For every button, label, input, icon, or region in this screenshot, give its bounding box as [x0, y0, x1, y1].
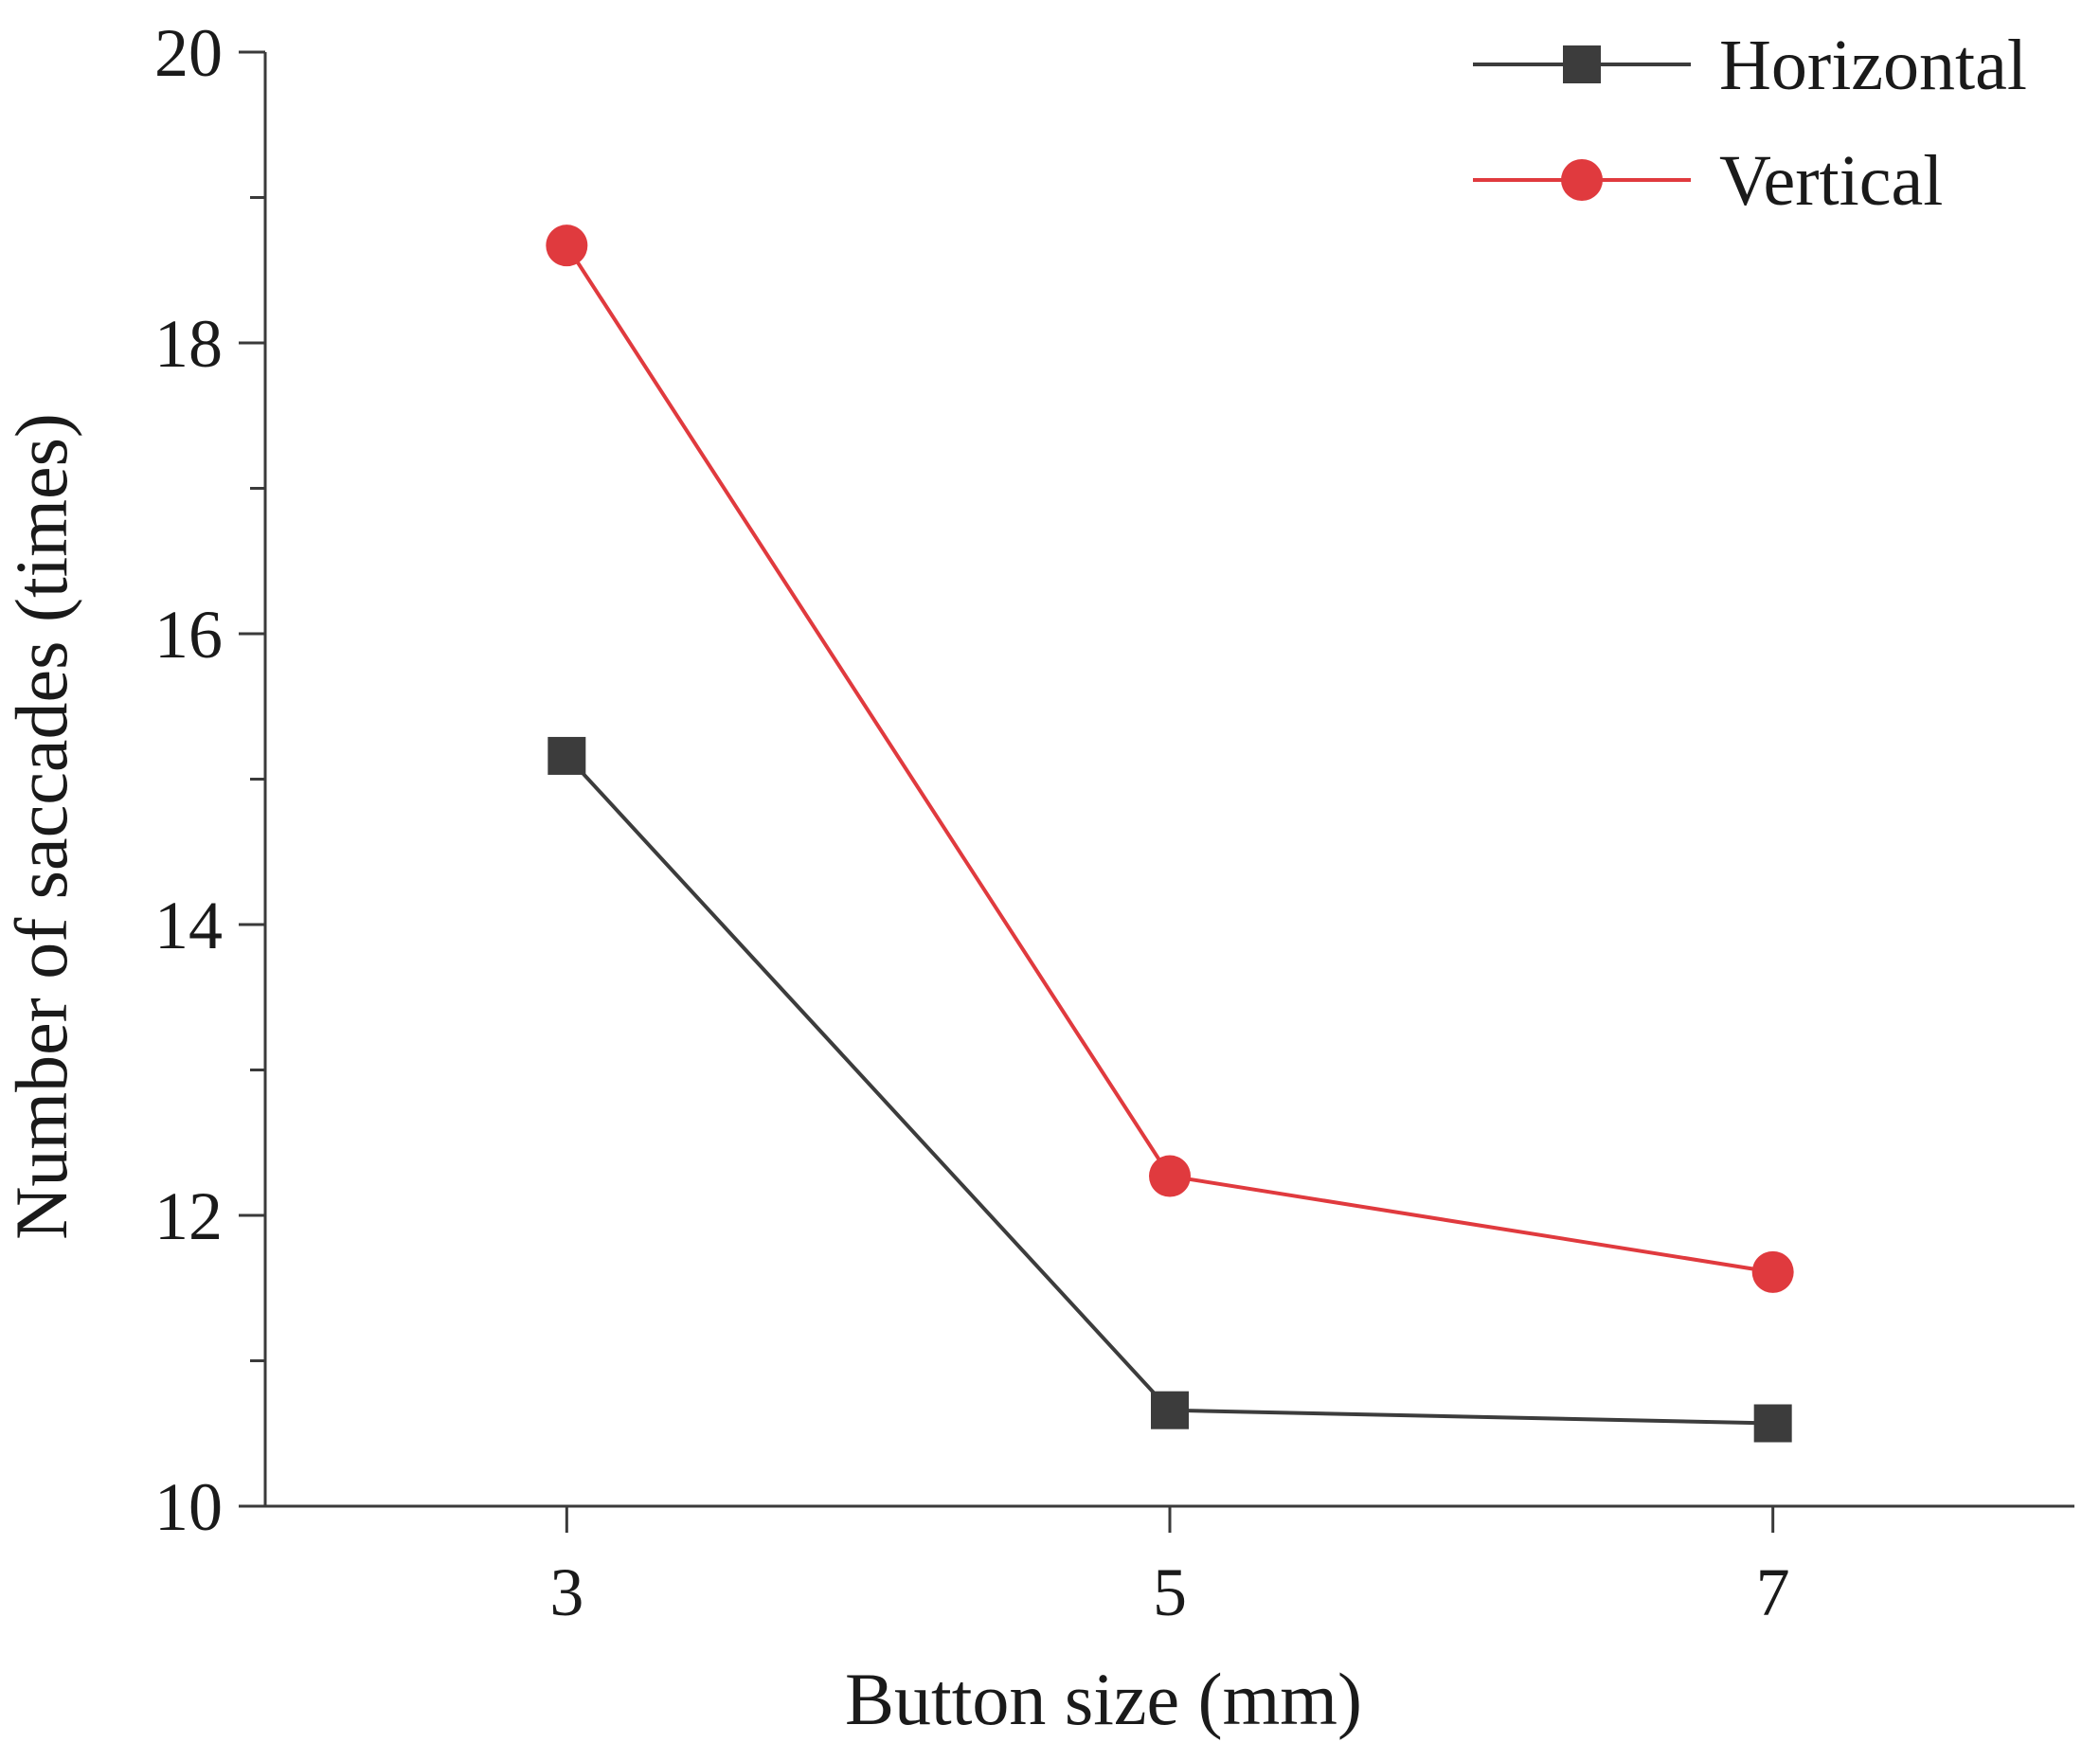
data-point	[1751, 1250, 1794, 1293]
y-tick-label: 16	[154, 597, 223, 673]
data-point	[1149, 1155, 1191, 1197]
x-axis-title: Button size (mm)	[845, 1658, 1362, 1740]
y-axis-title: Number of saccades (times)	[0, 413, 82, 1240]
data-point	[546, 225, 588, 267]
series-horizontal	[547, 736, 1792, 1443]
chart-legend: Horizontal Vertical	[1473, 26, 2027, 221]
y-tick-label: 14	[154, 888, 223, 963]
series-vertical	[546, 225, 1794, 1293]
y-tick-label: 10	[154, 1469, 223, 1545]
y-tick-label: 18	[154, 306, 223, 382]
legend-marker	[1563, 45, 1601, 83]
data-point	[1151, 1391, 1189, 1429]
legend-label: Vertical	[1719, 141, 1943, 221]
y-axis-ticks: 10 12 14 16 18 20	[154, 15, 265, 1545]
x-tick-label: 7	[1756, 1554, 1790, 1630]
y-tick-label: 12	[154, 1178, 223, 1254]
x-tick-label: 3	[549, 1554, 583, 1630]
y-tick-label: 20	[154, 15, 223, 91]
x-axis-ticks: 3 5 7	[549, 1506, 1790, 1630]
x-tick-label: 5	[1153, 1554, 1187, 1630]
series-line	[565, 754, 1773, 1426]
legend-item-vertical: Vertical	[1473, 141, 1943, 221]
legend-marker	[1561, 159, 1603, 201]
series-layer	[546, 225, 1794, 1443]
data-point	[1753, 1404, 1792, 1443]
legend-label: Horizontal	[1719, 26, 2027, 105]
series-line	[565, 244, 1773, 1274]
legend-item-horizontal: Horizontal	[1473, 26, 2027, 105]
data-point	[547, 736, 586, 775]
chart-axes	[263, 52, 2074, 1508]
